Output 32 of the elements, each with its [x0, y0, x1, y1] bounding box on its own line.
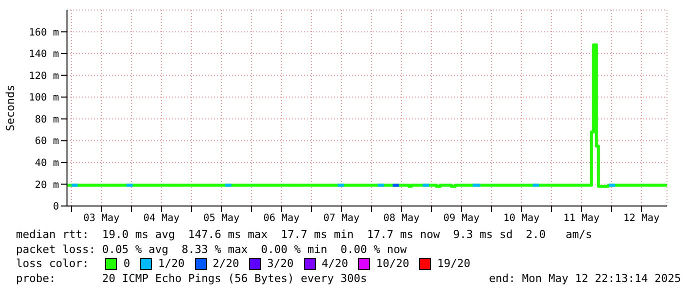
y-tick-label: 100 m — [28, 92, 59, 104]
legend-label: 1/20 — [157, 257, 185, 272]
x-tick-label: 07 May — [323, 213, 360, 224]
legend-label: 10/20 — [375, 257, 410, 272]
text: end: Mon May 12 22:13:14 2025 — [488, 272, 681, 286]
y-tick-label: 120 m — [28, 70, 59, 82]
y-axis-title: Seconds — [4, 84, 17, 132]
x-tick-label: 05 May — [203, 213, 240, 224]
legend-title: loss color: — [16, 257, 90, 272]
legend-label: 2/20 — [212, 257, 240, 272]
text: probe: 20 ICMP Echo Pings (56 Bytes) every 300s — [16, 272, 367, 286]
text: median rtt: 19.0 ms avg 147.6 ms max 17.7 ms min 17.7 ms now 9.3 ms sd 2.0 am/s — [16, 228, 594, 242]
y-tick-label: 60 m — [34, 136, 59, 148]
y-tick-label: 0 — [52, 202, 59, 213]
text: packet loss: 0.05 % avg 8.33 % max 0.00 % min 0.00 % now — [16, 242, 408, 257]
x-tick-label: 03 May — [83, 213, 120, 224]
y-tick-label: 160 m — [28, 27, 59, 38]
x-tick-label: 09 May — [443, 213, 480, 224]
x-tick-label: 11 May — [563, 213, 600, 224]
legend-label: 19/20 — [436, 257, 470, 272]
x-tick-label: 08 May — [383, 213, 420, 224]
y-tick-label: 40 m — [34, 158, 59, 169]
x-tick-label: 12 May — [623, 213, 660, 224]
y-tick-label: 20 m — [34, 180, 59, 191]
x-tick-label: 06 May — [263, 213, 300, 224]
x-tick-label: 10 May — [503, 213, 540, 224]
legend-label: 0 — [122, 257, 130, 272]
legend-label: 3/20 — [266, 257, 294, 272]
y-tick-label: 80 m — [34, 114, 59, 126]
y-tick-label: 140 m — [28, 49, 59, 60]
legend-label: 4/20 — [320, 257, 348, 272]
x-tick-label: 04 May — [143, 213, 180, 224]
